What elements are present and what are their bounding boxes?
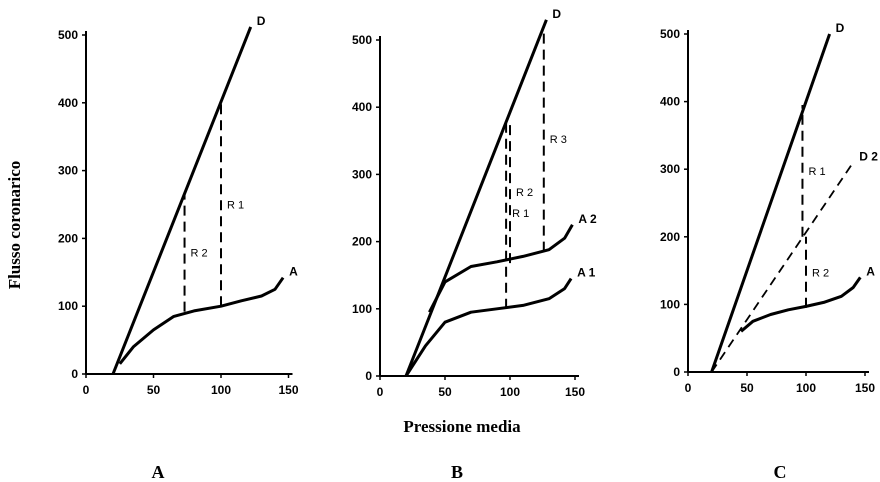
y-tick-label: 300 <box>352 167 372 181</box>
y-tick-label: 100 <box>660 297 680 311</box>
y-tick-label: 400 <box>660 95 680 109</box>
series-line <box>740 276 862 333</box>
y-tick-label: 500 <box>352 33 372 47</box>
y-tick-label: 0 <box>673 365 680 379</box>
annotation-label: R 2 <box>812 267 829 279</box>
series-line <box>710 161 854 373</box>
annotation-label: R 2 <box>191 247 208 259</box>
y-tick-label: 0 <box>365 369 372 383</box>
x-tick-label: 50 <box>147 383 161 397</box>
y-tick-label: 400 <box>352 100 372 114</box>
x-tick-label: 100 <box>211 383 231 397</box>
x-tick-label: 50 <box>438 385 452 399</box>
series-label: D <box>552 7 561 21</box>
series-label: D 2 <box>859 149 878 163</box>
x-tick-label: 150 <box>855 381 875 395</box>
series-label: D <box>836 21 845 35</box>
series-line <box>404 277 573 377</box>
y-tick-label: 200 <box>352 235 372 249</box>
series-label: A 2 <box>578 212 597 226</box>
x-tick-label: 150 <box>278 383 298 397</box>
annotation-label: R 1 <box>227 200 244 212</box>
chart-panel-a: 0 50 100 150 0 100 200 300 400 500 D A R 2 R 1 A <box>58 14 299 482</box>
x-tick-label: 50 <box>740 381 754 395</box>
series-label: A <box>866 264 875 278</box>
chart-panel-c: 0 50 100 150 0 100 200 300 400 500 D D 2 A R 1 R 2 C <box>660 21 878 482</box>
panel-label: B <box>451 462 463 482</box>
x-tick-label: 0 <box>83 383 90 397</box>
y-tick-label: 100 <box>58 299 78 313</box>
y-tick-label: 300 <box>660 162 680 176</box>
y-axis-label: Flusso coronarico <box>5 161 24 290</box>
y-tick-label: 200 <box>58 231 78 245</box>
y-tick-label: 400 <box>58 96 78 110</box>
chart-panel-b: 0 50 100 150 0 100 200 300 400 500 D A 2 A 1 R 1 R 2 R … <box>352 7 597 482</box>
y-tick-label: 300 <box>58 164 78 178</box>
series-line <box>710 33 832 373</box>
annotation-label: R 3 <box>550 134 567 146</box>
series-label: A 1 <box>577 266 596 280</box>
annotation-label: R 1 <box>808 166 825 178</box>
annotation-label: R 1 <box>512 208 529 220</box>
x-tick-label: 150 <box>565 385 585 399</box>
panel-label: C <box>774 462 787 482</box>
series-line <box>111 26 253 375</box>
series-line <box>118 276 285 365</box>
y-tick-label: 200 <box>660 230 680 244</box>
x-tick-label: 0 <box>377 385 384 399</box>
series-label: A <box>289 265 298 279</box>
series-label: D <box>257 14 266 28</box>
y-tick-label: 0 <box>71 367 78 381</box>
x-tick-label: 100 <box>500 385 520 399</box>
x-tick-label: 100 <box>796 381 816 395</box>
y-tick-label: 500 <box>58 28 78 42</box>
panel-label: A <box>152 462 165 482</box>
series-line <box>404 19 548 377</box>
y-tick-label: 500 <box>660 27 680 41</box>
annotation-label: R 2 <box>516 187 533 199</box>
x-tick-label: 0 <box>685 381 692 395</box>
y-tick-label: 100 <box>352 302 372 316</box>
x-axis-label: Pressione media <box>403 417 521 436</box>
